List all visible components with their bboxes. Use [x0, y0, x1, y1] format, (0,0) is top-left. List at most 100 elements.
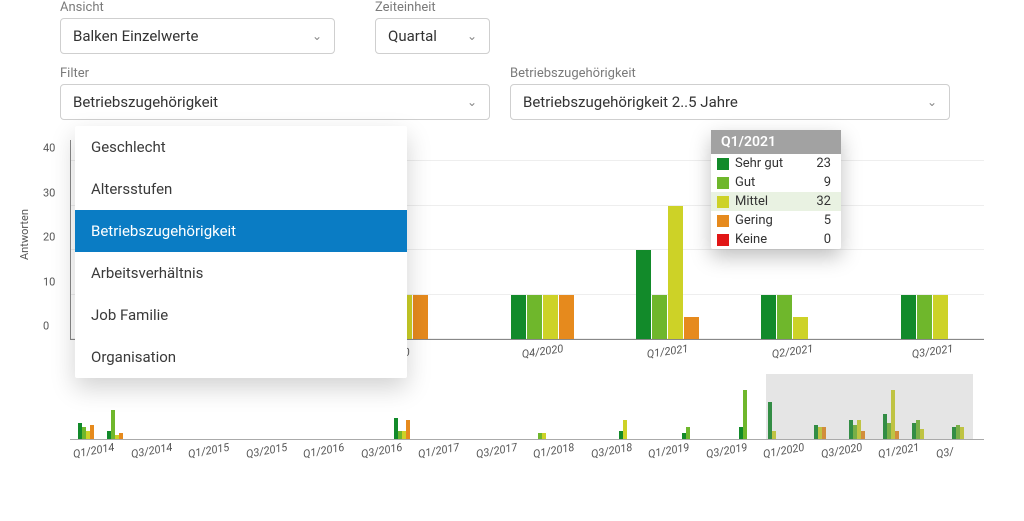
tooltip-title: Q1/2021 — [711, 130, 841, 154]
dropdown-item[interactable]: Betriebszugehörigkeit — [75, 210, 407, 252]
tooltip-label: Gering — [735, 213, 811, 228]
mini-bar[interactable] — [119, 433, 123, 439]
mini-bar[interactable] — [686, 427, 690, 439]
tooltip-label: Sehr gut — [735, 156, 811, 171]
tooltip-value: 32 — [811, 194, 831, 209]
mini-x-tick: Q3/2016 — [360, 441, 403, 461]
control-filter: Filter Betriebszugehörigkeit ⌄ Geschlech… — [60, 66, 490, 120]
mini-x-tick: Q3/2020 — [820, 441, 863, 461]
detail-select[interactable]: Betriebszugehörigkeit 2..5 Jahre ⌄ — [510, 84, 950, 120]
tooltip-value: 9 — [811, 175, 831, 190]
mini-x-tick: Q1/2016 — [302, 441, 345, 461]
mini-bar-group[interactable] — [619, 420, 627, 439]
tooltip-value: 23 — [811, 156, 831, 171]
y-axis-label: Antworten — [18, 209, 31, 260]
dropdown-item[interactable]: Arbeitsverhältnis — [75, 252, 407, 294]
chart-tooltip: Q1/2021Sehr gut23Gut9Mittel32Gering5Kein… — [711, 130, 841, 249]
bar[interactable] — [668, 206, 683, 339]
control-detail: Betriebszugehörigkeit Betriebszugehörigk… — [510, 66, 950, 120]
bar[interactable] — [652, 295, 667, 339]
bar[interactable] — [511, 295, 526, 339]
chevron-down-icon: ⌄ — [467, 95, 477, 109]
chevron-down-icon: ⌄ — [312, 29, 322, 43]
bar[interactable] — [793, 317, 808, 339]
bar[interactable] — [684, 317, 699, 339]
filter-dropdown[interactable]: GeschlechtAltersstufenBetriebszugehörigk… — [75, 126, 407, 378]
ansicht-value: Balken Einzelwerte — [73, 27, 199, 45]
zeiteinheit-value: Quartal — [388, 27, 437, 45]
y-tick: 30 — [43, 186, 55, 199]
dropdown-item[interactable]: Job Familie — [75, 294, 407, 336]
dropdown-item[interactable]: Organisation — [75, 336, 407, 378]
filter-label: Filter — [60, 66, 490, 81]
bar[interactable] — [413, 295, 428, 339]
mini-bar-group[interactable] — [538, 433, 546, 439]
tooltip-row: Mittel32 — [711, 192, 841, 211]
x-tick: Q2/2021 — [771, 342, 814, 361]
bar-group[interactable] — [511, 295, 574, 339]
mini-x-tick: Q1/2021 — [877, 441, 920, 461]
bar[interactable] — [543, 295, 558, 339]
detail-label: Betriebszugehörigkeit — [510, 66, 950, 81]
bar[interactable] — [761, 295, 776, 339]
tooltip-label: Mittel — [735, 194, 811, 209]
filter-select[interactable]: Betriebszugehörigkeit ⌄ — [60, 84, 490, 120]
tooltip-value: 5 — [811, 213, 831, 228]
filter-value: Betriebszugehörigkeit — [73, 93, 218, 111]
control-zeiteinheit: Zeiteinheit Quartal ⌄ — [375, 0, 490, 54]
mini-x-tick: Q3/2019 — [705, 441, 748, 461]
chevron-down-icon: ⌄ — [927, 95, 937, 109]
zeiteinheit-label: Zeiteinheit — [375, 0, 490, 15]
brush-selection[interactable] — [766, 374, 973, 439]
chevron-down-icon: ⌄ — [467, 29, 477, 43]
mini-x-tick: Q3/2014 — [130, 441, 173, 461]
mini-bar-group[interactable] — [78, 423, 94, 440]
mini-bar[interactable] — [542, 433, 546, 439]
mini-bar-group[interactable] — [682, 427, 690, 439]
x-tick: Q1/2021 — [646, 342, 689, 361]
mini-x-tick: Q1/2020 — [762, 441, 805, 461]
legend-swatch — [717, 177, 729, 189]
tooltip-value: 0 — [811, 232, 831, 247]
dropdown-item[interactable]: Altersstufen — [75, 168, 407, 210]
bar-group[interactable] — [636, 206, 699, 339]
mini-x-tick: Q1/2015 — [187, 441, 230, 461]
bar-group[interactable] — [901, 295, 948, 339]
bar[interactable] — [917, 295, 932, 339]
mini-bar[interactable] — [406, 420, 410, 439]
mini-x-tick: Q1/2019 — [647, 441, 690, 461]
legend-swatch — [717, 234, 729, 246]
tooltip-label: Gut — [735, 175, 811, 190]
mini-x-tick: Q3/ — [935, 445, 955, 461]
controls-row-2: Filter Betriebszugehörigkeit ⌄ Geschlech… — [40, 66, 984, 132]
x-tick: Q3/2021 — [911, 342, 954, 361]
mini-bar-group[interactable] — [107, 410, 123, 439]
mini-bar[interactable] — [743, 390, 747, 440]
tooltip-row: Gering5 — [711, 211, 841, 230]
bar[interactable] — [636, 250, 651, 339]
mini-bar-group[interactable] — [739, 390, 747, 440]
detail-value: Betriebszugehörigkeit 2..5 Jahre — [523, 93, 738, 111]
bar-group[interactable] — [761, 295, 808, 339]
bar[interactable] — [933, 295, 948, 339]
y-tick: 10 — [43, 275, 55, 288]
y-tick: 40 — [43, 142, 55, 155]
mini-x-tick: Q1/2017 — [417, 441, 460, 461]
legend-swatch — [717, 196, 729, 208]
mini-chart[interactable]: Q1/2014Q3/2014Q1/2015Q3/2015Q1/2016Q3/20… — [70, 374, 984, 440]
mini-bar[interactable] — [90, 425, 94, 439]
bar[interactable] — [559, 295, 574, 339]
bar[interactable] — [527, 295, 542, 339]
dropdown-item[interactable]: Geschlecht — [75, 126, 407, 168]
bar[interactable] — [901, 295, 916, 339]
tooltip-label: Keine — [735, 232, 811, 247]
bar[interactable] — [777, 295, 792, 339]
legend-swatch — [717, 158, 729, 170]
mini-x-tick: Q3/2017 — [475, 441, 518, 461]
y-tick: 0 — [43, 320, 49, 333]
mini-bar-group[interactable] — [394, 418, 410, 439]
zeiteinheit-select[interactable]: Quartal ⌄ — [375, 18, 490, 54]
mini-bar[interactable] — [623, 420, 627, 439]
mini-x-tick: Q3/2018 — [590, 441, 633, 461]
ansicht-select[interactable]: Balken Einzelwerte ⌄ — [60, 18, 335, 54]
